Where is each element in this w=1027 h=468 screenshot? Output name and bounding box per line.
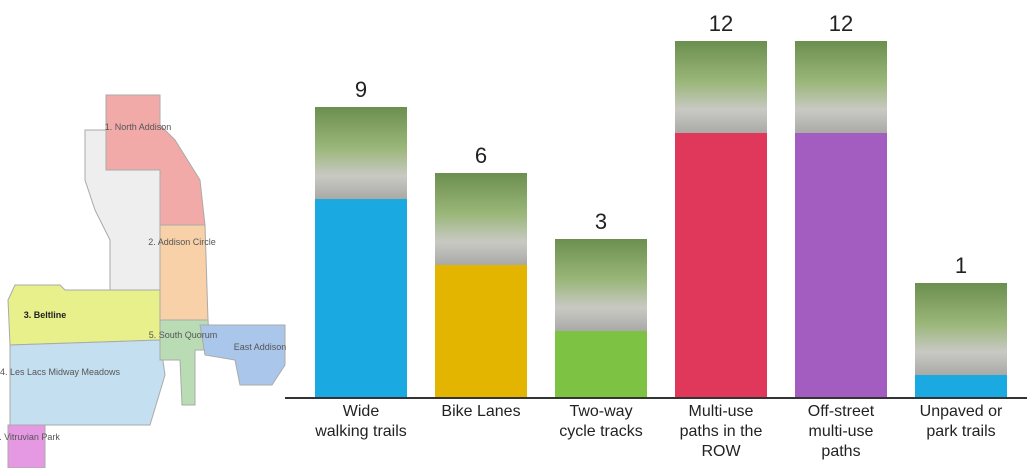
value-label: 9 — [354, 77, 368, 102]
bar — [915, 375, 1007, 397]
bar — [675, 133, 767, 397]
value-label: 3 — [594, 209, 608, 234]
x-tick-label: Two-way cycle tracks — [559, 403, 643, 440]
region-shape — [199, 324, 286, 386]
x-tick-label: Bike Lanes — [441, 403, 521, 420]
region-label: 3. Beltline — [24, 310, 67, 320]
photo — [315, 107, 407, 199]
photo — [915, 283, 1007, 375]
x-tick-label: Wide walking trails — [315, 403, 407, 440]
region-label: 1. North Addison — [105, 122, 172, 132]
bar — [435, 265, 527, 397]
photo — [675, 41, 767, 133]
map: 1. North Addison 2. Addison Circle 3. Be… — [0, 94, 287, 468]
x-tick-label: Off-street multi-use paths — [807, 403, 875, 460]
value-label: 12 — [708, 11, 734, 36]
value-label: 6 — [474, 143, 488, 168]
photo — [435, 173, 527, 265]
region-label: 5. South Quorum — [149, 330, 218, 340]
region-shape — [7, 424, 46, 468]
region-shape — [9, 339, 166, 426]
bar — [795, 133, 887, 397]
region-label: 7. Vitruvian Park — [0, 432, 60, 442]
x-tick-label: Multi-use paths in the ROW — [679, 403, 763, 460]
region-label: 4. Les Lacs Midway Meadows — [0, 367, 121, 377]
value-label: 1 — [954, 253, 968, 278]
region-shape — [7, 284, 161, 346]
x-tick-label: Unpaved or park trails — [919, 403, 1003, 440]
photo — [795, 41, 887, 133]
region-label: 2. Addison Circle — [148, 237, 216, 247]
bar — [315, 199, 407, 397]
bar — [555, 331, 647, 397]
value-label: 12 — [828, 11, 854, 36]
photo — [555, 239, 647, 331]
region-label: East Addison — [234, 342, 287, 352]
baseline — [285, 397, 1027, 399]
